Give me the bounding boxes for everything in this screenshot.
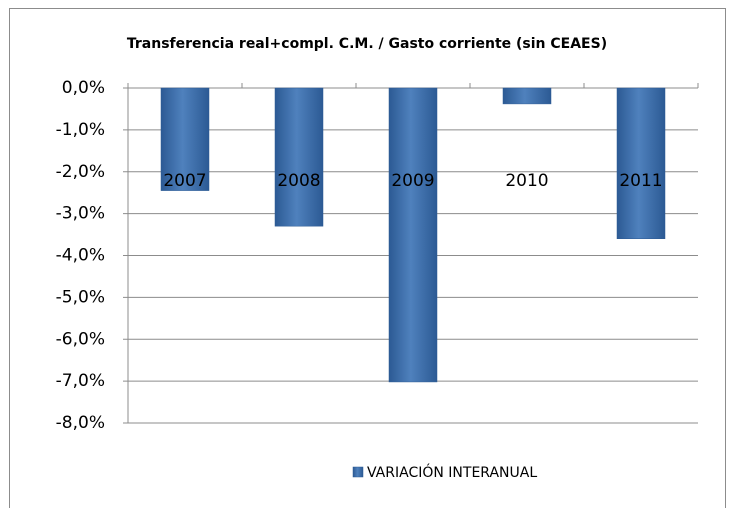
- y-tick-label: 0,0%: [62, 78, 105, 98]
- x-tick-label: 2011: [619, 171, 662, 191]
- x-tick-label: 2008: [277, 171, 320, 191]
- bar: [274, 87, 324, 227]
- y-tick-label: -7,0%: [56, 371, 105, 391]
- bar: [616, 87, 666, 239]
- bar: [160, 87, 210, 191]
- y-tick-label: -4,0%: [56, 246, 105, 266]
- y-tick-label: -2,0%: [56, 162, 105, 182]
- y-tick-label: -3,0%: [56, 204, 105, 224]
- chart-title: Transferencia real+compl. C.M. / Gasto c…: [127, 36, 607, 52]
- bar: [502, 87, 552, 105]
- legend-label: VARIACIÓN INTERANUAL: [367, 463, 537, 481]
- x-tick-label: 2007: [163, 171, 206, 191]
- x-tick-label: 2009: [391, 171, 434, 191]
- bar: [388, 87, 438, 383]
- legend-marker: [352, 466, 364, 478]
- y-tick-label: -6,0%: [56, 329, 105, 349]
- y-tick-label: -5,0%: [56, 287, 105, 307]
- y-tick-label: -1,0%: [56, 120, 105, 140]
- chart-frame: [9, 8, 726, 508]
- x-tick-label: 2010: [505, 171, 548, 191]
- y-tick-label: -8,0%: [56, 413, 105, 433]
